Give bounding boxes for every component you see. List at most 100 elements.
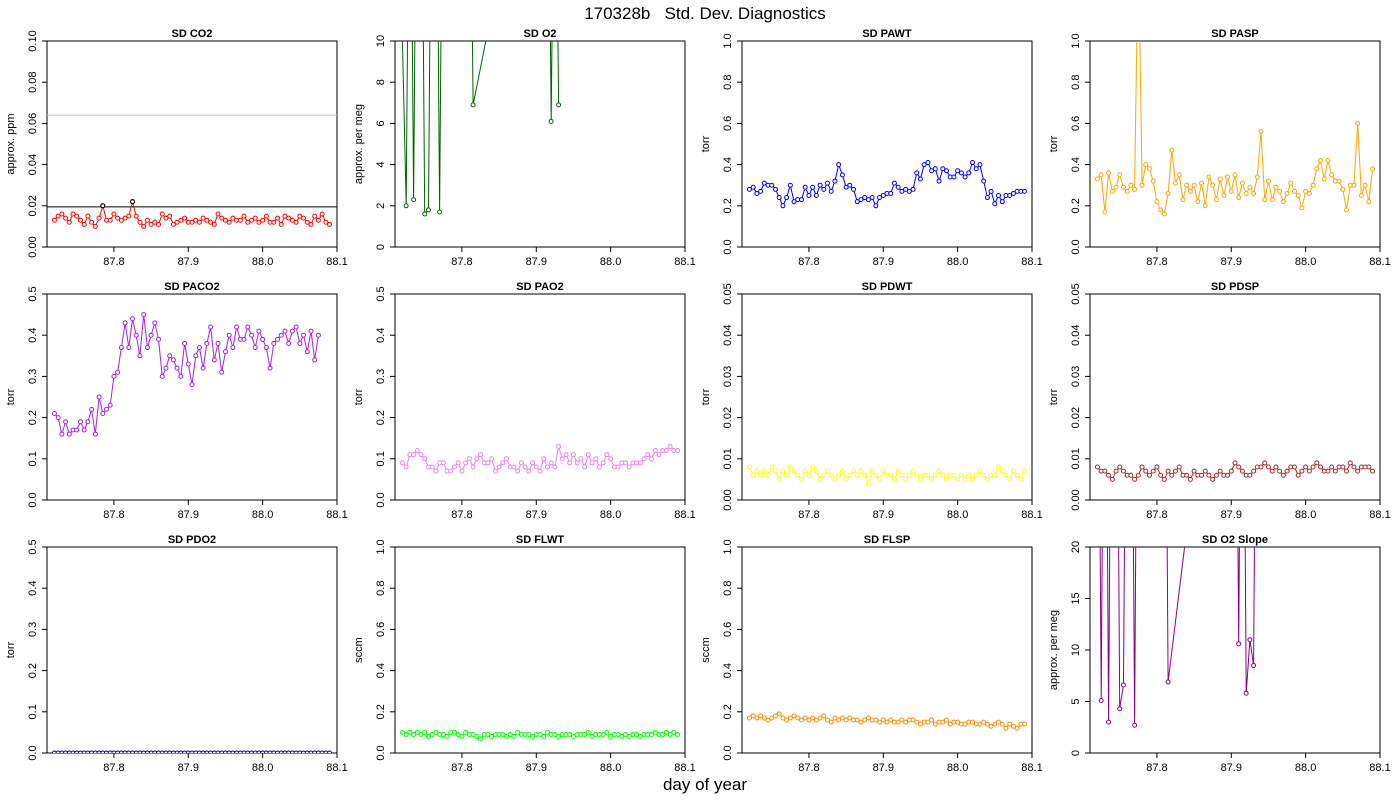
y-axis-label: torr [1048,135,1060,152]
data-point [817,182,823,188]
data-point [578,456,584,462]
data-point [1336,178,1342,184]
data-point [526,468,532,474]
data-point [297,213,303,219]
series [399,729,681,742]
y-tick-label: 0.4 [375,663,387,678]
panel-11: SD FLSP sccm 0.0 0.2 0.4 0.6 0.8 1.0 87.8 87.9 88.… [700,534,1043,774]
y-tick-label: 0.04 [722,324,734,345]
data-point [754,468,760,474]
data-point [1098,697,1104,703]
data-point [943,168,949,174]
data-point [791,713,797,719]
data-point [1128,472,1134,478]
data-point [780,203,786,209]
data-point [839,172,845,178]
y-tick-label: 20 [1070,541,1082,553]
data-point [746,186,752,192]
y-tick-label: 0.2 [375,410,387,425]
data-point [570,734,576,740]
data-point [96,750,102,753]
data-point [77,217,83,223]
data-point [297,340,303,346]
data-point [548,460,554,466]
data-point [163,215,169,221]
data-point [185,750,191,753]
data-point [282,213,288,219]
y-tick-label: 0.1 [27,451,39,466]
data-point [1128,182,1134,188]
data-point [932,472,938,478]
data-point [92,750,98,753]
data-point [282,328,288,334]
data-point [798,717,804,723]
panel-3: SD PAWT torr 0.0 0.2 0.4 0.6 0.8 1.0 87.8 87.9 88.… [700,28,1043,268]
y-tick-label: 0.05 [1070,283,1082,304]
data-point [170,357,176,363]
data-point [769,715,775,721]
data-point [320,0,324,2]
data-point [746,464,752,470]
x-tick-label: 87.9 [873,256,894,268]
data-point [880,193,886,198]
data-point [780,715,786,721]
data-point [910,468,916,474]
y-axis-label: approx. per meg [1048,610,1060,690]
data-point [89,750,95,753]
data-point [806,472,812,478]
panel-title: SD FLWT [516,534,565,546]
data-point [1007,721,1013,727]
data-point [1325,157,1331,163]
data-point [988,188,994,194]
data-point [984,476,990,482]
x-tick-label: 87.9 [526,256,547,268]
series [51,0,324,437]
data-point [425,734,431,740]
data-point [1239,180,1245,186]
y-tick-label: 0.1 [375,451,387,466]
data-point [301,215,307,221]
data-point [1366,464,1372,470]
data-point [895,719,901,725]
data-point [204,217,210,223]
data-point [596,464,602,470]
x-tick-label: 88.0 [252,256,273,268]
data-point [245,750,251,753]
plot-frame [741,293,1033,501]
data-point [226,219,232,225]
data-point [877,719,883,725]
y-tick-label: 0.4 [722,663,734,678]
data-point [1180,197,1186,203]
data-point [1355,468,1361,474]
data-point [1106,472,1112,478]
data-point [765,717,771,723]
data-point [278,332,284,338]
x-tick-label: 88.1 [1021,762,1042,774]
data-point [1280,472,1286,478]
data-point [504,456,510,462]
data-point [204,750,210,753]
data-point [1010,723,1016,729]
data-point [608,456,614,462]
data-point [854,199,860,205]
data-point [652,448,658,454]
data-point [667,731,673,737]
y-tick-label: 0.00 [1070,489,1082,510]
y-tick-label: 1.0 [375,539,387,554]
x-tick-label: 87.8 [798,509,819,521]
data-point [1347,460,1353,466]
x-tick-label: 87.8 [103,762,124,774]
x-tick-label: 87.9 [526,762,547,774]
panel-title: SD PDWT [862,281,913,293]
data-point [888,717,894,723]
data-point [1217,468,1223,474]
data-point [1269,197,1275,203]
data-point [784,717,790,723]
data-point [407,729,413,735]
data-point [122,750,128,753]
data-point [996,719,1002,725]
data-point [910,186,916,192]
data-point [200,750,206,753]
data-point [940,472,946,478]
data-point [115,750,121,753]
